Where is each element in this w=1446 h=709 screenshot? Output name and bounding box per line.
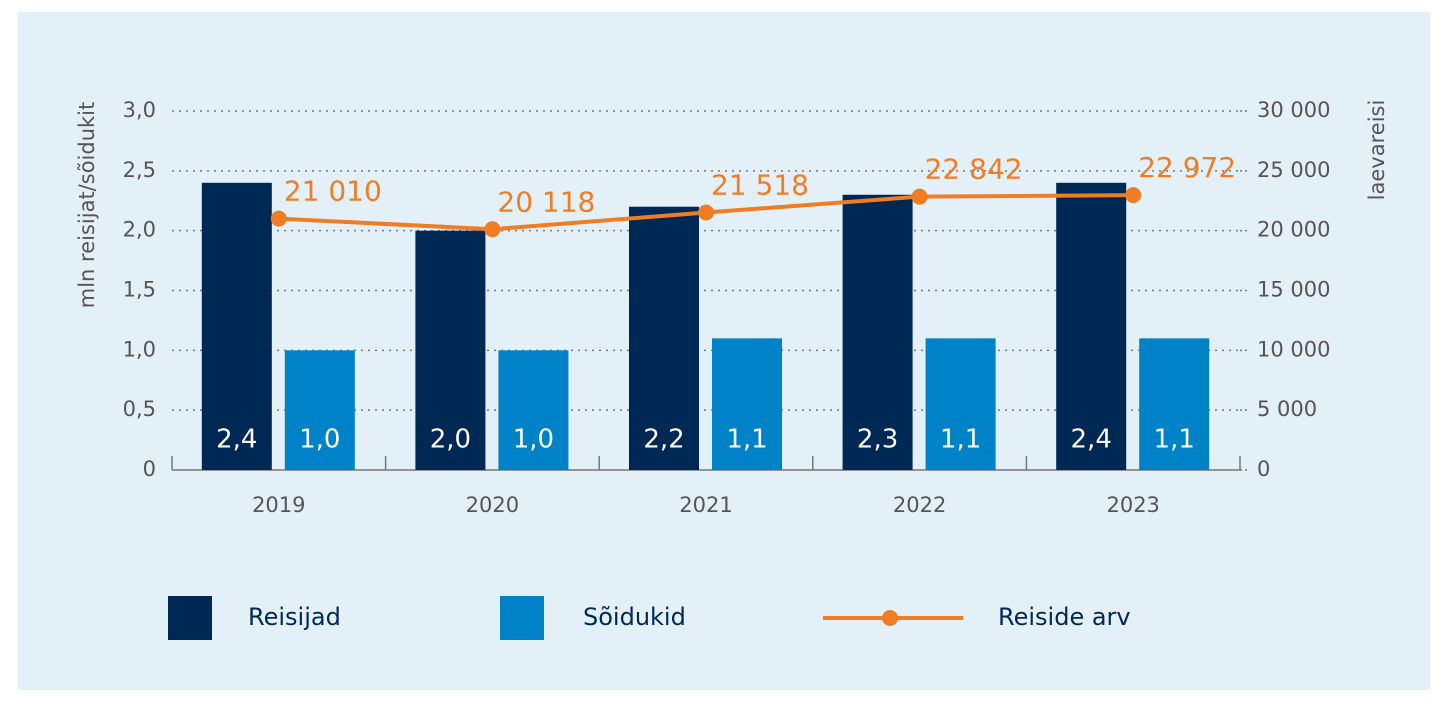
bar bbox=[415, 230, 486, 470]
legend-label: Sõidukid bbox=[583, 603, 686, 631]
y-tick-label: 1,5 bbox=[123, 278, 156, 302]
y2-tick-label: 15 000 bbox=[1257, 278, 1330, 302]
line-point bbox=[270, 210, 287, 227]
y-tick-label: 2,0 bbox=[123, 218, 156, 242]
line-value-label: 22 972 bbox=[1138, 151, 1236, 184]
bar bbox=[201, 182, 272, 471]
x-tick-label: 2022 bbox=[893, 493, 946, 517]
y2-tick-label: 5 000 bbox=[1257, 397, 1317, 421]
bar bbox=[842, 194, 913, 470]
y2-tick-label: 20 000 bbox=[1257, 218, 1330, 242]
line-point bbox=[1125, 187, 1142, 204]
bar-value-label: 1,1 bbox=[940, 425, 981, 455]
x-tick-label: 2023 bbox=[1106, 493, 1159, 517]
bar bbox=[498, 350, 569, 470]
bar-value-label: 1,1 bbox=[1154, 425, 1195, 455]
bar-value-label: 1,1 bbox=[726, 425, 767, 455]
bar-value-label: 2,4 bbox=[1071, 425, 1112, 455]
y-tick-label: 2,5 bbox=[123, 158, 156, 182]
bar bbox=[1139, 338, 1210, 470]
y-tick-label: 0,5 bbox=[123, 397, 156, 421]
y2-axis-label: laevareisi bbox=[1365, 100, 1389, 201]
y-tick-label: 0 bbox=[143, 457, 156, 481]
bar bbox=[629, 206, 699, 470]
y2-tick-label: 0 bbox=[1257, 457, 1270, 481]
x-tick-label: 2019 bbox=[252, 493, 305, 517]
bar bbox=[925, 338, 996, 470]
legend-label: Reiside arv bbox=[998, 603, 1131, 631]
y-axis-label: mln reisijat/sõidukit bbox=[75, 102, 99, 308]
bar-value-label: 2,2 bbox=[643, 425, 684, 455]
y2-tick-label: 10 000 bbox=[1257, 337, 1330, 361]
legend-swatch bbox=[168, 596, 212, 640]
line-point bbox=[911, 188, 928, 205]
y-tick-label: 3,0 bbox=[123, 98, 156, 122]
bar-value-label: 1,0 bbox=[299, 425, 340, 455]
y2-tick-label: 30 000 bbox=[1257, 98, 1330, 122]
bar-value-label: 1,0 bbox=[513, 425, 554, 455]
y-tick-label: 1,0 bbox=[123, 337, 156, 361]
legend-label: Reisijad bbox=[248, 603, 341, 631]
line-value-label: 22 842 bbox=[925, 153, 1023, 186]
line-point bbox=[484, 221, 501, 238]
y2-tick-label: 25 000 bbox=[1257, 158, 1330, 182]
bar-value-label: 2,4 bbox=[216, 425, 257, 455]
legend-swatch bbox=[500, 596, 544, 640]
line-value-label: 21 010 bbox=[284, 175, 382, 208]
bar bbox=[284, 350, 355, 470]
x-tick-label: 2021 bbox=[679, 493, 732, 517]
legend-dot bbox=[882, 610, 898, 626]
x-tick-label: 2020 bbox=[466, 493, 519, 517]
bar-value-label: 2,3 bbox=[857, 425, 898, 455]
bar-value-label: 2,0 bbox=[430, 425, 471, 455]
bar bbox=[712, 338, 782, 470]
line-value-label: 21 518 bbox=[711, 169, 809, 202]
line-point bbox=[698, 204, 714, 221]
bar bbox=[1056, 182, 1127, 471]
line-value-label: 20 118 bbox=[497, 185, 595, 218]
